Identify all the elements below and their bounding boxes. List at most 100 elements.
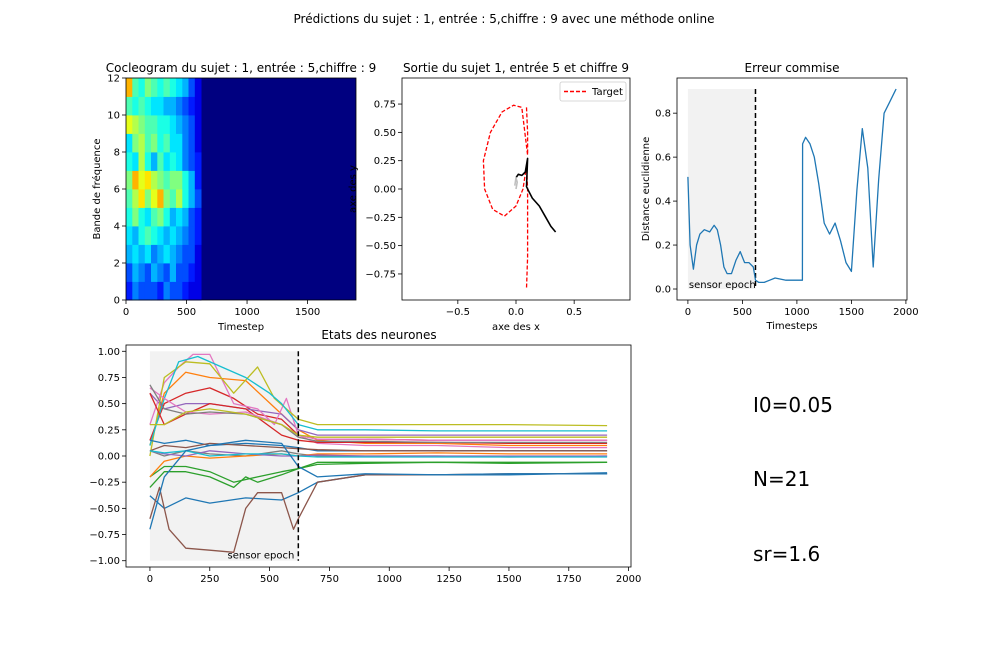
cocleogram-cell [157,226,164,245]
cocleogram-cell [163,207,171,227]
cocleogram-cell [188,226,196,245]
cocleogram-cell [144,281,152,301]
cocleogram-cell [132,189,139,208]
error-frame [676,77,908,301]
cocleogram-cell [163,170,171,190]
neurons-ytick-label: −0.25 [89,478,120,489]
cocleogram-cell [126,281,133,301]
cocleogram-cell [144,96,152,116]
cocleogram-cell [151,189,158,208]
error-plot: sensor epoch [687,88,897,291]
trajectory-ytick-label: −0.25 [365,213,396,224]
cocleogram-cell [132,207,139,227]
error-line [687,88,897,284]
cocleogram-cell [176,96,183,116]
cocleogram-cell [194,133,202,153]
cocleogram-cell [169,170,177,190]
cocleogram-cell [176,226,183,245]
trajectory-legend: Target [559,81,627,102]
error-xtick-label: 2000 [893,307,918,318]
neuron-line [149,392,608,436]
cocleogram-axes: 0 500 1000 1500 0 2 4 6 8 10 12 [107,74,320,319]
cocleogram-cell [157,78,164,97]
cocleogram-cell [157,207,164,227]
cocleogram-xtick-label: 0 [123,307,129,318]
neurons-xtick-label: 750 [320,574,339,585]
cocleogram-cell [176,244,183,264]
neurons-axes: 0 250 500 750 1000 1250 1500 1750 2000 −1.00 −0.75… [89,347,641,585]
cocleogram-cell [169,263,177,282]
cocleogram-cell [132,133,139,153]
cocleogram-cell [188,170,196,190]
cocleogram-cell [182,263,189,282]
trajectory-panel: Sortie du sujet 1, entrée 5 et chiffre 9… [348,61,631,333]
cocleogram-cell [182,207,189,227]
cocleogram-cell [163,115,171,134]
cocleogram-cell [126,152,133,171]
trajectory-plot [482,104,557,289]
cocleogram-xtick-label: 1000 [234,307,259,318]
cocleogram-cell [151,281,158,301]
param-sr: sr=1.6 [753,542,820,566]
cocleogram-cell [144,244,152,264]
cocleogram-cell [144,189,152,208]
error-sensor-epoch-shade [687,89,756,289]
cocleogram-cell [169,189,177,208]
cocleogram-cell [188,263,196,282]
cocleogram-cell [194,263,202,282]
cocleogram-cell [194,170,202,190]
cocleogram-cell [169,133,177,153]
cocleogram-cell [194,96,202,116]
error-title: Erreur commise [745,61,840,75]
cocleogram-ytick-label: 0 [114,296,120,307]
cocleogram-xtick-label: 500 [177,307,196,318]
cocleogram-cell [138,189,146,208]
trajectory-ytick-label: −0.75 [365,269,396,280]
cocleogram-cell [157,281,164,301]
cocleogram-cell [176,78,183,97]
trajectory-xtick-label: 0.5 [566,307,582,318]
cocleogram-cell [126,133,133,153]
cocleogram-cell [144,207,152,227]
neurons-sensor-epoch-label: sensor epoch [228,551,295,562]
trajectory-axes: −0.5 0.0 0.5 −0.75 −0.50 −0.25 0.00 0.25 0.50 0.7… [365,100,582,318]
cocleogram-cell [163,226,171,245]
cocleogram-cell [151,133,158,153]
cocleogram-cell [132,244,139,264]
cocleogram-cell [182,281,189,301]
error-ytick-label: 0.6 [655,153,671,164]
cocleogram-cell [176,115,183,134]
error-xtick-label: 500 [733,307,752,318]
cocleogram-cell [126,96,133,116]
cocleogram-cell [194,152,202,171]
neurons-xtick-label: 1000 [377,574,402,585]
neuron-line [149,361,608,457]
cocleogram-cell [157,133,164,153]
cocleogram-ytick-label: 6 [114,185,120,196]
cocleogram-cell [169,244,177,264]
cocleogram-cell [126,226,133,245]
cocleogram-cell [151,96,158,116]
neurons-ytick-label: −0.75 [89,530,120,541]
cocleogram-cell [144,226,152,245]
cocleogram-cell [138,115,146,134]
cocleogram-cell [188,244,196,264]
neuron-line [149,408,608,438]
cocleogram-xtick-label: 1500 [295,307,320,318]
cocleogram-cell [176,207,183,227]
cocleogram-cell [138,226,146,245]
cocleogram-cell [126,207,133,227]
cocleogram-cell [163,96,171,116]
trajectory-ytick-label: 0.25 [374,156,396,167]
trajectory-xlabel: axe des x [492,322,540,333]
neuron-line [149,384,608,444]
cocleogram-cell [194,78,202,97]
cocleogram-cell [188,96,196,116]
cocleogram-cell [126,78,133,97]
neurons-xtick-label: 250 [200,574,219,585]
cocleogram-cell [176,170,183,190]
cocleogram-cell [138,281,146,301]
neurons-xtick-label: 1500 [496,574,521,585]
cocleogram-cell [188,152,196,171]
trajectory-ytick-label: −0.50 [365,241,396,252]
